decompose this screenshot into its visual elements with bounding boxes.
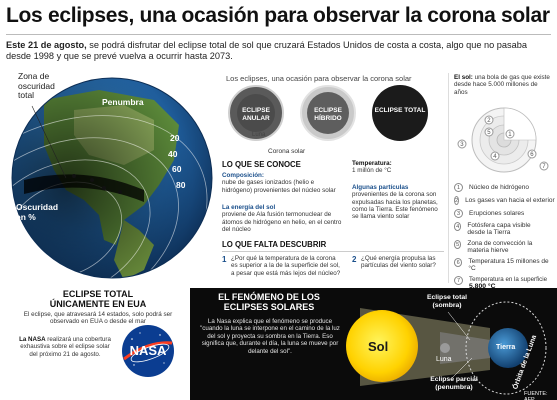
column-divider xyxy=(448,73,449,283)
temp-title: Temperatura: xyxy=(352,160,392,167)
total-eclipse-label: ECLIPSE TOTAL xyxy=(374,107,426,114)
layer-number: 7 xyxy=(454,276,463,285)
layer-label: Erupciones solares xyxy=(469,210,525,217)
layer-item: 2 Los gases van hacia el exterior xyxy=(454,196,555,205)
layer-label: Los gases van hacia el exterior xyxy=(465,197,555,204)
surface-temp: 5,800 °C xyxy=(469,283,496,290)
svg-text:3: 3 xyxy=(460,142,464,148)
sun-intro-text: una bola de gas que existe desde hace 5.… xyxy=(454,74,550,96)
lead-bold: Este 21 de agosto, xyxy=(6,40,87,50)
question-2-text: ¿Qué energía propulsa las partículas del… xyxy=(361,255,436,270)
lead-paragraph: Este 21 de agosto, se podrá disfrutar de… xyxy=(6,40,554,62)
question-1-text: ¿Por qué la temperatura de la corona es … xyxy=(231,255,341,277)
layer-number: 4 xyxy=(454,222,462,231)
lead-text: se podrá disfrutar del eclipse total de … xyxy=(6,40,527,61)
globe-illustration xyxy=(4,70,214,280)
earth-globe-icon xyxy=(11,77,213,279)
page-title: Los eclipses, una ocasión para observar … xyxy=(6,4,550,27)
particulas-title: Algunas partículas xyxy=(352,184,409,191)
nasa-logo-icon: NASA xyxy=(122,325,174,377)
svg-text:7: 7 xyxy=(542,164,546,170)
svg-text:4: 4 xyxy=(493,154,497,160)
phenomenon-heading: EL FENÓMENO DE LOS ECLIPSES SOLARES xyxy=(218,292,320,312)
layer-label-text: Temperatura en la superficie xyxy=(469,276,548,283)
luna-diagram-label: Luna xyxy=(436,356,452,363)
penumbra-label: Penumbra xyxy=(102,97,144,107)
svg-text:1: 1 xyxy=(508,132,512,138)
layer-label: Núcleo de hidrógeno xyxy=(469,184,529,191)
svg-text:6: 6 xyxy=(530,152,534,158)
oscuridad-percent-label: Oscuridad en % xyxy=(16,202,59,222)
composicion-text: nube de gases ionizados (helio e hidróge… xyxy=(222,179,336,194)
nasa-logo: NASA xyxy=(120,323,176,379)
layer-number: 2 xyxy=(454,196,460,205)
svg-text:5: 5 xyxy=(487,130,491,136)
layer-number: 5 xyxy=(454,240,462,249)
layer-label: Temperatura en la superficie 5,800 °C xyxy=(469,276,547,290)
nasa-logo-text: NASA xyxy=(130,343,167,358)
temperature-block: Temperatura: 1 millón de °C xyxy=(352,160,444,175)
luna-label: Luna xyxy=(252,132,266,138)
layer-item: 5 Zona de convección la materia hierve xyxy=(454,240,550,254)
layer-item: 6 Temperatura 15 millones de °C xyxy=(454,258,550,272)
composicion-title: Composición: xyxy=(222,172,264,179)
energia-title: La energía del sol xyxy=(222,204,276,211)
layer-item: 3 Erupciones solares xyxy=(454,209,554,218)
question-1-number: 1 xyxy=(222,255,227,264)
known-heading: LO QUE SE CONOCE xyxy=(222,160,301,169)
layer-label: Zona de convección la materia hierve xyxy=(467,240,533,254)
corona-solar-label: Corona solar xyxy=(268,148,306,155)
eua-text: El eclipse, que atravesará 14 estados, s… xyxy=(23,311,173,326)
temp-text: 1 millón de °C xyxy=(352,167,392,175)
layer-label: Temperatura 15 millones de °C xyxy=(468,258,549,272)
layer-number: 1 xyxy=(454,183,463,192)
sun-structure-diagram: 3 2 5 4 1 6 7 xyxy=(452,104,552,176)
eclipse-types-title: Los eclipses, una ocasión para observar … xyxy=(226,74,412,83)
sun-intro: El sol: una bola de gas que existe desde… xyxy=(454,74,552,96)
phenomenon-panel: Sol Luna Tierra Eclipse total (sombra) E… xyxy=(190,288,557,400)
layer-number: 6 xyxy=(454,258,463,267)
nasa-body: realizará una cobertura exhaustiva sobre… xyxy=(20,336,111,358)
energia-block: La energía del sol proviene de Ala fusión… xyxy=(222,204,344,233)
sun-intro-bold: El sol: xyxy=(454,74,473,81)
layer-item: 1 Núcleo de hidrógeno xyxy=(454,183,554,192)
sun-cutaway-icon: 3 2 5 4 1 6 7 xyxy=(457,107,549,173)
energia-text: proviene de Ala fusión termonuclear de á… xyxy=(222,211,342,233)
eclipse-diagram-icon xyxy=(346,301,547,395)
particulas-text: provenientes de la corona son expulsadas… xyxy=(352,191,438,221)
sol-label: Sol xyxy=(368,339,389,354)
eclipse-parcial-label: Eclipse parcial (penumbra) xyxy=(430,376,478,391)
layer-number: 3 xyxy=(454,209,463,218)
title-divider xyxy=(6,34,551,35)
sun-layer-list: 1 Núcleo de hidrógeno 2 Los gases van haci… xyxy=(454,183,555,290)
nasa-text: La NASA realizará una cobertura exhausti… xyxy=(16,336,114,358)
unknown-heading: LO QUE FALTA DESCUBRIR xyxy=(222,240,327,249)
layer-item: 7 Temperatura en la superficie 5,800 °C xyxy=(454,276,554,290)
eclipse-total-label: Eclipse total (sombra) xyxy=(426,294,468,309)
layer-label: Fotósfera capa visible desde la Tierra xyxy=(467,222,531,236)
annular-eclipse-label: ECLIPSE ANULAR xyxy=(242,107,270,122)
layer-item: 4 Fotósfera capa visible desde la Tierra xyxy=(454,222,550,236)
annular-eclipse-icon xyxy=(228,85,284,141)
hybrid-eclipse-label: ECLIPSE HÍBRIDO xyxy=(314,107,342,122)
particulas-block: Algunas partículas provenientes de la cor… xyxy=(352,184,444,220)
tierra-label: Tierra xyxy=(496,344,516,351)
percent-label-60: 60 xyxy=(172,164,182,174)
nasa-bold: La NASA xyxy=(19,336,46,343)
percent-label-80: 80 xyxy=(176,180,186,190)
zona-oscuridad-label: Zona de oscuridad total xyxy=(18,71,55,100)
unknown-divider xyxy=(222,251,444,252)
phenomenon-text: La Nasa explica que el fenómeno se produ… xyxy=(200,318,340,355)
eua-heading: ECLIPSE TOTAL ÚNICAMENTE EN EUA xyxy=(49,289,147,309)
source-label: FUENTE: AFP xyxy=(524,391,548,400)
question-2-number: 2 xyxy=(352,255,357,264)
composicion-block: Composición: nube de gases ionizados (hel… xyxy=(222,172,344,194)
percent-label-40: 40 xyxy=(168,149,178,159)
svg-text:2: 2 xyxy=(487,118,491,124)
percent-label-20: 20 xyxy=(170,133,180,143)
total-eclipse-icon xyxy=(372,85,428,141)
hybrid-eclipse-icon xyxy=(300,85,356,141)
eua-panel: ECLIPSE TOTAL ÚNICAMENTE EN EUA El eclip… xyxy=(0,283,190,400)
